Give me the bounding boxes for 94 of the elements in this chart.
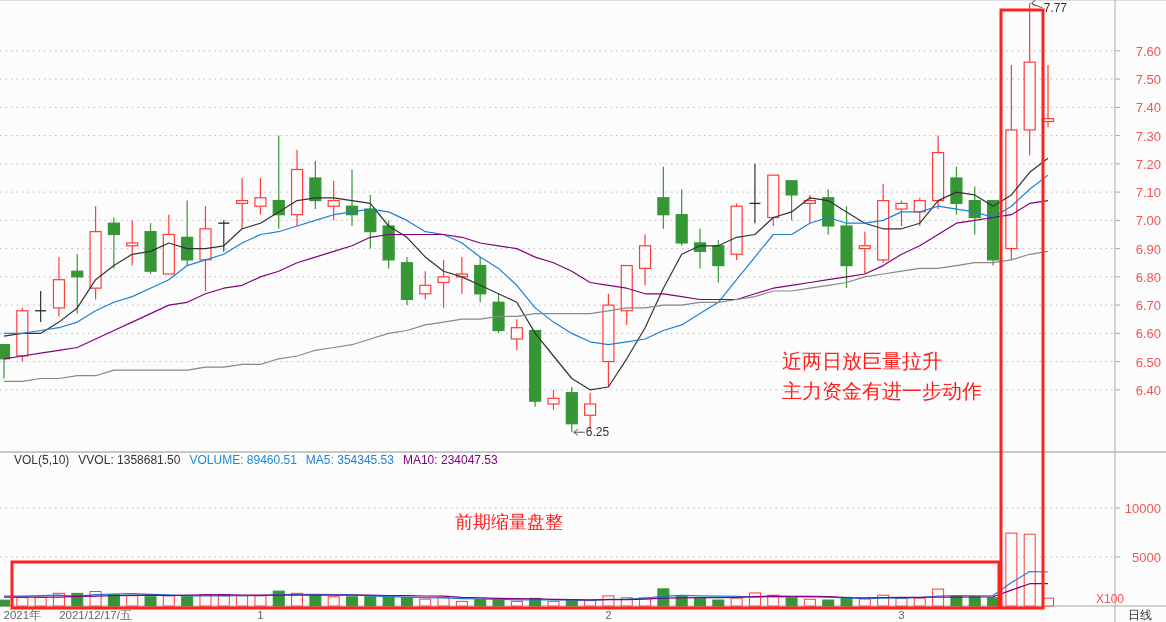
- line-series: [3, 250, 1049, 382]
- candlestick: [254, 177, 267, 216]
- bar: [1023, 533, 1036, 607]
- bar: [382, 597, 395, 607]
- annotation: VOLUME: 89460.51: [189, 453, 298, 467]
- candlestick: [126, 219, 139, 267]
- candlestick: [858, 231, 871, 275]
- candlestick: [895, 199, 908, 227]
- annotation: 近两日放巨量拉升: [782, 350, 942, 372]
- candlestick: [510, 318, 523, 351]
- text: 日线: [1128, 608, 1152, 622]
- y-tick-label: 5000: [1132, 549, 1161, 565]
- candlestick: [0, 344, 11, 380]
- chart-title: VOL(5,10): [14, 453, 70, 467]
- text: MA5: 354345.53: [305, 453, 395, 467]
- candlestick: [236, 177, 249, 230]
- bar: [309, 595, 322, 607]
- candlestick: [785, 180, 798, 221]
- candlestick: [309, 160, 322, 210]
- bar: [34, 597, 47, 607]
- bar: [913, 597, 926, 607]
- candlestick: [657, 166, 670, 230]
- bar: [254, 595, 267, 607]
- y-axis-title: X100: [1096, 592, 1125, 606]
- bar: [712, 599, 725, 607]
- bar: [400, 597, 413, 607]
- y-tick-label: 6.70: [1135, 298, 1161, 314]
- annotation: 6.25: [585, 425, 610, 440]
- y-tick-label: 7.60: [1135, 43, 1161, 59]
- annotation: VVOL: 1358681.50: [78, 453, 181, 467]
- bar: [1005, 532, 1018, 607]
- candlestick: [107, 216, 120, 269]
- bar: [584, 600, 597, 607]
- annotation: 主力资金有进一步动作: [782, 380, 982, 402]
- x-tick-label: 3: [898, 609, 905, 621]
- annotation: 前期缩量盘整: [455, 512, 563, 532]
- y-tick-label: 7.20: [1135, 156, 1161, 172]
- y-tick-label: 7.00: [1135, 213, 1161, 229]
- bar: [803, 598, 816, 607]
- x-tick-label: 1: [257, 609, 264, 621]
- y-tick-label: 6.40: [1135, 382, 1161, 398]
- y-tick-label: 6.80: [1135, 269, 1161, 285]
- bar: [510, 600, 523, 607]
- y-tick-label: 7.50: [1135, 72, 1161, 88]
- bar: [327, 596, 340, 607]
- x-tick-label: 2021年: [3, 609, 42, 621]
- candlestick: [217, 219, 230, 253]
- bar: [858, 598, 871, 607]
- candlestick: [712, 239, 725, 284]
- candlestick: [803, 194, 816, 224]
- candlestick: [181, 199, 194, 267]
- bar: [822, 599, 835, 607]
- bar: [437, 597, 450, 607]
- bar: [126, 595, 139, 607]
- y-tick-label: 6.60: [1135, 326, 1161, 342]
- candlestick: [547, 389, 560, 411]
- bar: [547, 600, 560, 607]
- candlestick: [364, 194, 377, 250]
- y-tick-label: 6.50: [1135, 354, 1161, 370]
- bar: [895, 598, 908, 607]
- y-tick-label: 6.90: [1135, 241, 1161, 257]
- bar: [694, 597, 706, 607]
- y-tick-label: 10000: [1124, 500, 1161, 516]
- candlestick: [419, 270, 432, 301]
- bar: [236, 595, 249, 607]
- candlestick: [693, 228, 707, 269]
- bar: [217, 595, 230, 607]
- text: MA10: 234047.53: [402, 453, 498, 467]
- bar: [181, 596, 194, 607]
- candlestick: [638, 233, 652, 286]
- bar: [987, 597, 1000, 607]
- y-tick-label: 7.40: [1135, 100, 1161, 116]
- y-tick-label: 7.10: [1135, 185, 1161, 201]
- bar: [144, 596, 157, 607]
- x-tick-label: 2: [605, 609, 612, 621]
- x-tick-label: 2021/12/17/五: [59, 609, 132, 621]
- bar: [346, 596, 358, 607]
- bar: [162, 595, 175, 607]
- bar: [455, 600, 468, 607]
- candlestick: [327, 180, 340, 221]
- line-series: [3, 174, 1049, 346]
- bar: [16, 597, 29, 607]
- candlestick: [71, 253, 84, 315]
- bar: [364, 596, 377, 607]
- bar: [602, 595, 615, 607]
- candlestick: [968, 185, 981, 236]
- line-series: [3, 583, 1049, 601]
- y-tick-label: 7.30: [1135, 128, 1161, 144]
- candlestick: [437, 259, 450, 309]
- bar: [785, 597, 798, 607]
- bar: [730, 597, 743, 607]
- bar: [419, 598, 432, 607]
- annotation: 7.77: [1043, 0, 1068, 15]
- candlestick: [913, 197, 926, 227]
